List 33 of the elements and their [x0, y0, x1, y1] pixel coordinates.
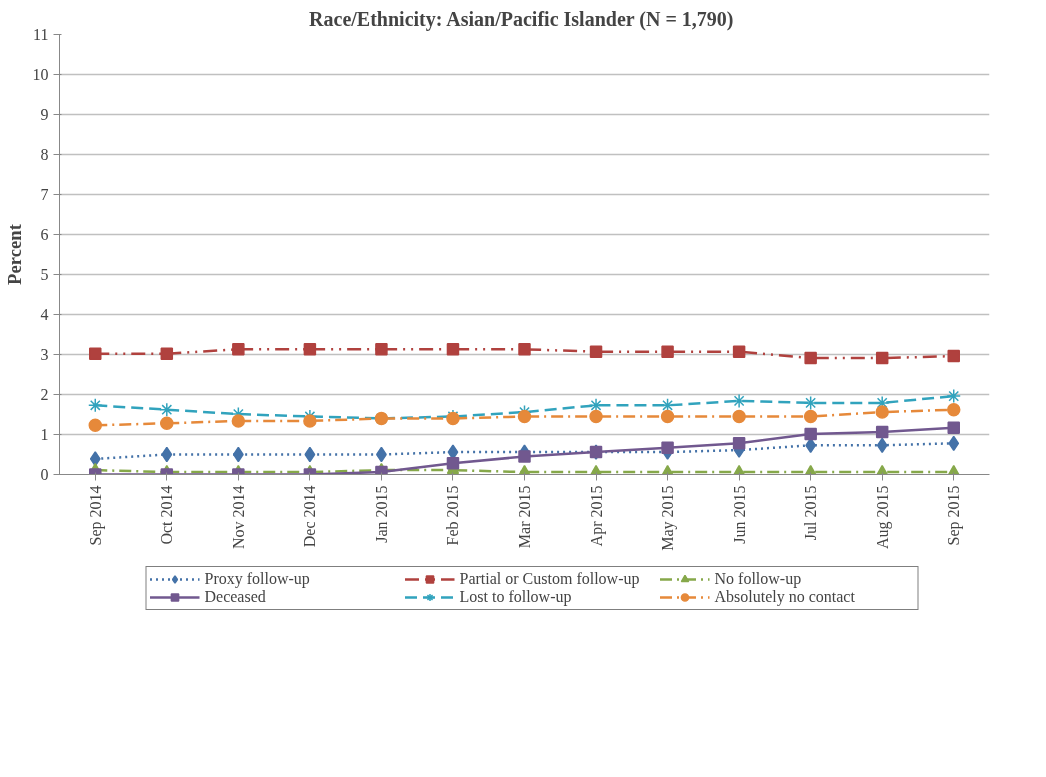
x-tick-label: May 2015: [659, 485, 678, 551]
y-tick-label: 10: [32, 66, 49, 83]
y-tick-label: 7: [40, 186, 49, 203]
y-tick-label: 5: [40, 266, 49, 283]
x-tick-label: Jul 2015: [802, 485, 820, 541]
x-tick-label: Apr 2015: [587, 485, 606, 547]
x-tick-label: Feb 2015: [444, 485, 462, 546]
x-tick-label: Sep 2014: [86, 485, 105, 546]
x-tick-label: Dec 2014: [301, 485, 319, 548]
y-tick-label: 9: [40, 106, 49, 123]
legend-label: Absolutely no contact: [714, 588, 856, 606]
y-tick-label: 0: [40, 466, 49, 483]
y-axis-title: Percent: [3, 223, 25, 285]
x-tick-label: Jan 2015: [372, 485, 390, 543]
y-tick-label: 4: [40, 306, 49, 323]
y-tick-label: 3: [40, 346, 49, 363]
x-tick-label: Nov 2014: [229, 485, 247, 550]
legend-label: Deceased: [204, 588, 267, 606]
y-tick-label: 8: [40, 146, 49, 163]
x-tick-label: Aug 2015: [873, 485, 892, 550]
legend-label: Proxy follow-up: [204, 570, 311, 588]
x-tick-label: Oct 2014: [158, 485, 176, 545]
legend-label: Lost to follow-up: [459, 588, 573, 606]
legend-label: Partial or Custom follow-up: [459, 570, 641, 588]
y-tick-label: 11: [33, 26, 49, 43]
legend-label: No follow-up: [714, 570, 803, 588]
chart-title: Race/Ethnicity: Asian/Pacific Islander (N = 1,790): [309, 7, 734, 31]
y-tick-label: 2: [40, 386, 49, 403]
x-tick-label: Sep 2015: [945, 485, 964, 546]
y-tick-label: 6: [40, 226, 49, 243]
x-tick-label: Mar 2015: [516, 485, 533, 549]
y-tick-label: 1: [40, 426, 49, 443]
x-tick-label: Jun 2015: [730, 485, 748, 544]
